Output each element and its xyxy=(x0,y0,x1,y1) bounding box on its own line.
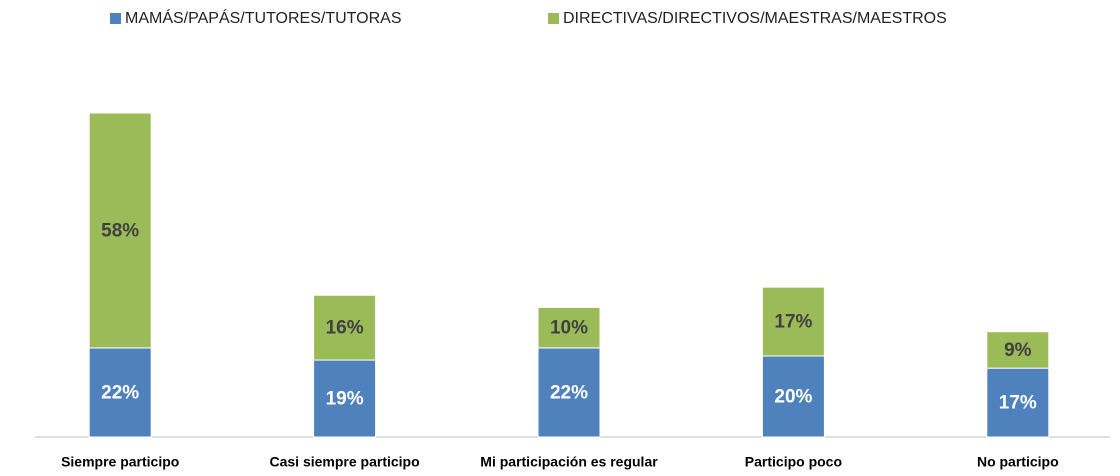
data-label: 17% xyxy=(774,312,812,333)
bar-segment xyxy=(761,355,825,438)
bar-segment xyxy=(88,112,152,349)
data-label: 22% xyxy=(550,382,588,403)
data-label: 22% xyxy=(101,382,139,403)
bar-segment xyxy=(986,331,1050,369)
bar-segment xyxy=(88,347,152,438)
x-tick-label: Casi siempre participo xyxy=(270,454,420,470)
x-tick-label: Mi participación es regular xyxy=(480,454,658,470)
x-tick-label: No participo xyxy=(977,454,1059,470)
data-label: 19% xyxy=(326,389,364,410)
x-tick-label: Siempre participo xyxy=(61,454,179,470)
bar-segment xyxy=(761,286,825,357)
data-label: 17% xyxy=(999,393,1037,414)
data-label: 9% xyxy=(1004,340,1032,361)
data-label: 16% xyxy=(326,318,364,339)
bar-segment xyxy=(537,347,601,438)
bar-segment xyxy=(986,367,1050,438)
bar-segment xyxy=(537,306,601,349)
legend-label: DIRECTIVAS/DIRECTIVOS/MAESTRAS/MAESTROS xyxy=(563,10,947,27)
legend-swatch xyxy=(110,13,121,24)
data-label: 58% xyxy=(101,220,139,241)
data-label: 20% xyxy=(774,387,812,408)
legend-swatch xyxy=(548,13,559,24)
bar-segment xyxy=(313,294,377,361)
x-tick-label: Participo poco xyxy=(745,454,842,470)
data-label: 10% xyxy=(550,318,588,339)
legend-label: MAMÁS/PAPÁS/TUTORES/TUTORAS xyxy=(125,8,402,27)
